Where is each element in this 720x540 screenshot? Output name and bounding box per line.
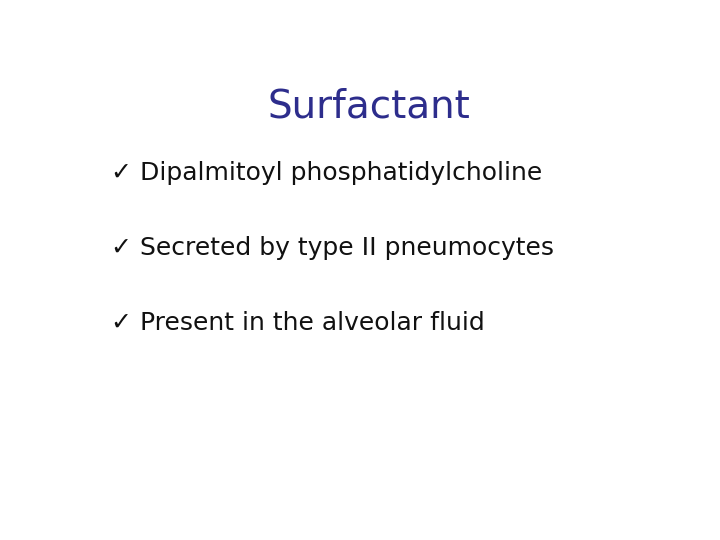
Text: ✓: ✓ bbox=[110, 161, 131, 185]
Text: ✓: ✓ bbox=[110, 236, 131, 260]
Text: Surfactant: Surfactant bbox=[268, 87, 470, 125]
Text: Present in the alveolar fluid: Present in the alveolar fluid bbox=[140, 310, 485, 335]
Text: Dipalmitoyl phosphatidylcholine: Dipalmitoyl phosphatidylcholine bbox=[140, 161, 542, 185]
Text: Secreted by type II pneumocytes: Secreted by type II pneumocytes bbox=[140, 236, 554, 260]
Text: ✓: ✓ bbox=[110, 310, 131, 335]
